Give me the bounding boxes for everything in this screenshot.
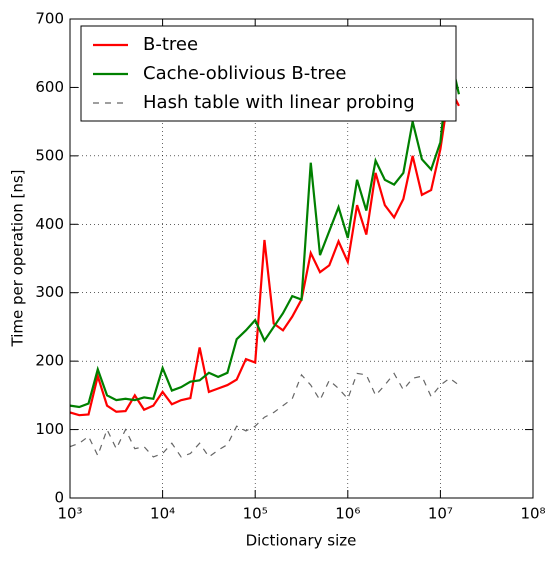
x-tick-label: 10⁶ [335,505,360,523]
x-tick-label: 10³ [57,505,82,523]
y-tick-label: 300 [35,283,64,301]
series-line [70,83,460,417]
y-tick-label: 200 [35,352,64,370]
legend-label: Hash table with linear probing [143,92,415,113]
y-tick-label: 400 [35,215,64,233]
y-axis-label: Time per operation [ns] [9,170,27,348]
y-tick-label: 100 [35,420,64,438]
x-tick-label: 10⁴ [150,505,175,523]
series-line [70,52,460,409]
x-tick-label: 10⁵ [243,505,268,523]
y-tick-label: 700 [35,10,64,28]
plot-frame [69,18,534,499]
x-axis-label: Dictionary size [246,532,357,550]
series-line [70,372,460,458]
x-tick-label: 10⁸ [520,505,545,523]
legend-label: Cache-oblivious B-tree [143,63,346,84]
legend-label: B-tree [143,34,198,55]
legend-box [80,25,457,122]
y-tick-label: 600 [35,78,64,96]
y-tick-label: 0 [54,489,64,507]
x-tick-label: 10⁷ [428,505,453,523]
y-tick-label: 500 [35,146,64,164]
